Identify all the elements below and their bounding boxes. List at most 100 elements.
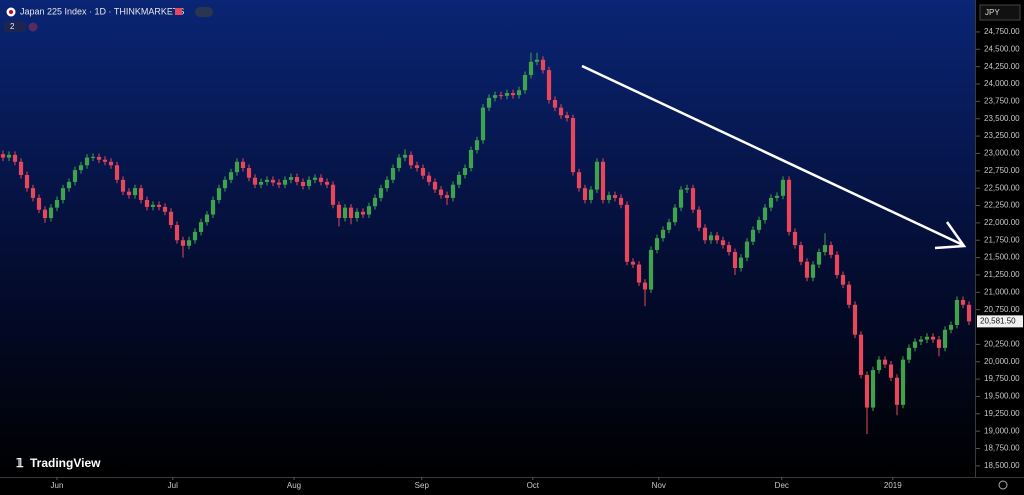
candle-body: [924, 336, 930, 340]
candle-body: [588, 189, 594, 200]
candle-body: [468, 149, 474, 169]
x-tick-label: 2019: [884, 481, 902, 490]
candle-body: [624, 204, 630, 262]
candle-body: [876, 359, 882, 371]
settings-icon[interactable]: [998, 480, 1008, 490]
candle-body: [858, 334, 864, 375]
candle-body: [762, 207, 768, 221]
candle-body: [564, 115, 570, 119]
candle-body: [372, 197, 378, 207]
candle-body: [204, 214, 210, 223]
candle-body: [282, 179, 288, 185]
candle-body: [312, 177, 318, 180]
y-tick-label: 19,750.00: [984, 374, 1020, 383]
candle-body: [78, 165, 84, 171]
candle-body: [54, 199, 60, 208]
y-tick-label: 23,250.00: [984, 131, 1020, 140]
candle-body: [366, 206, 372, 215]
candle-body: [300, 181, 306, 187]
candle-body: [378, 188, 384, 198]
candle-body: [900, 359, 906, 405]
alert-icon[interactable]: [28, 22, 38, 32]
candle-body: [768, 197, 774, 208]
candle-body: [504, 93, 510, 96]
candle-body: [918, 339, 924, 342]
candle-body: [318, 177, 324, 182]
candle-body: [870, 370, 876, 408]
candle-body: [492, 95, 498, 98]
candle-body: [750, 229, 756, 242]
candle-body: [324, 181, 330, 185]
candle-body: [414, 165, 420, 169]
y-tick-label: 24,250.00: [984, 62, 1020, 71]
candle-body: [264, 179, 270, 182]
last-price-box: [977, 315, 1023, 328]
candle-body: [84, 157, 90, 166]
candle-body: [600, 161, 606, 200]
candle-body: [48, 207, 54, 219]
candle-body: [186, 240, 192, 246]
candle-body: [354, 211, 360, 219]
candle-body: [714, 235, 720, 241]
candle-body: [462, 168, 468, 175]
candle-body: [348, 207, 354, 219]
y-tick-label: 23,500.00: [984, 114, 1020, 123]
candle-body: [96, 156, 102, 160]
y-tick-label: 20,000.00: [984, 357, 1020, 366]
watermark: TradingView: [30, 456, 101, 470]
candle-body: [18, 161, 24, 175]
candle-body: [648, 249, 654, 290]
y-tick-label: 22,000.00: [984, 218, 1020, 227]
candle-body: [642, 282, 648, 290]
flag-marker[interactable]: [175, 8, 182, 15]
candle-body: [162, 206, 168, 212]
candle-body: [498, 95, 504, 97]
candle-body: [816, 252, 822, 265]
candle-body: [738, 257, 744, 269]
x-tick-label: Oct: [527, 481, 540, 490]
candle-body: [138, 188, 144, 200]
candle-body: [342, 207, 348, 219]
candle-body: [834, 254, 840, 275]
candle-body: [942, 329, 948, 348]
symbol-title: Japan 225 Index · 1D · THINKMARKETS: [20, 6, 184, 16]
candle-body: [798, 245, 804, 262]
candle-body: [456, 174, 462, 185]
candle-body: [240, 161, 246, 169]
candle-body: [36, 197, 42, 210]
candle-body: [534, 59, 540, 62]
candle-body: [228, 172, 234, 180]
candle-body: [24, 174, 30, 189]
candle-body: [42, 209, 48, 219]
candle-body: [846, 284, 852, 305]
candle-body: [864, 374, 870, 408]
y-tick-label: 19,250.00: [984, 409, 1020, 418]
candle-body: [270, 179, 276, 183]
candle-body: [720, 240, 726, 246]
y-tick-label: 22,500.00: [984, 183, 1020, 192]
candle-body: [396, 157, 402, 169]
candle-body: [120, 179, 126, 192]
toggle[interactable]: [195, 7, 213, 17]
indicator-badge[interactable]: [4, 21, 26, 32]
candle-body: [660, 229, 666, 239]
candle-body: [258, 181, 264, 185]
y-tick-label: 20,750.00: [984, 305, 1020, 314]
y-tick-label: 24,750.00: [984, 27, 1020, 36]
candle-body: [474, 140, 480, 150]
y-tick-label: 23,000.00: [984, 149, 1020, 158]
candle-body: [486, 97, 492, 108]
y-tick-label: 21,750.00: [984, 235, 1020, 244]
x-tick-label: Jul: [168, 481, 178, 490]
candle-body: [426, 175, 432, 182]
candle-body: [630, 261, 636, 265]
candle-body: [708, 235, 714, 241]
y-tick-label: 20,250.00: [984, 339, 1020, 348]
candle-body: [450, 184, 456, 198]
trend-arrowhead: [934, 221, 967, 250]
currency-button[interactable]: [979, 4, 1021, 21]
x-tick-label: Sep: [415, 481, 430, 490]
candle-body: [180, 240, 186, 246]
